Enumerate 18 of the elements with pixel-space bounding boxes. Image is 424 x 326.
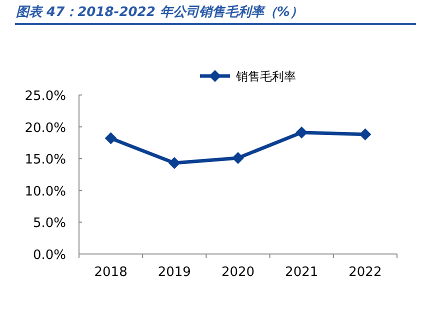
x-tick-label: 2018	[94, 265, 128, 280]
point	[168, 157, 180, 170]
legend-label: 销售毛利率	[235, 70, 296, 84]
y-tick-label: 10.0%	[24, 184, 66, 200]
chart-title: 图表 47：2018-2022 年公司销售毛利率（%）	[16, 4, 303, 20]
x-tick-label: 2020	[221, 265, 255, 280]
y-tick-label: 0.0%	[32, 248, 66, 263]
x-tick-label: 2022	[348, 265, 382, 280]
legend: 销售毛利率	[200, 70, 296, 84]
point	[232, 152, 244, 164]
point	[359, 128, 372, 140]
x-tick-label: 2019	[158, 265, 191, 280]
y-tick-label: 15.0%	[24, 152, 66, 168]
y-tick-label: 25.0%	[24, 89, 66, 104]
y-tick-label: 20.0%	[24, 120, 66, 136]
x-tick-label: 2021	[285, 265, 318, 280]
y-tick-label: 5.0%	[32, 216, 66, 232]
point	[104, 132, 117, 144]
